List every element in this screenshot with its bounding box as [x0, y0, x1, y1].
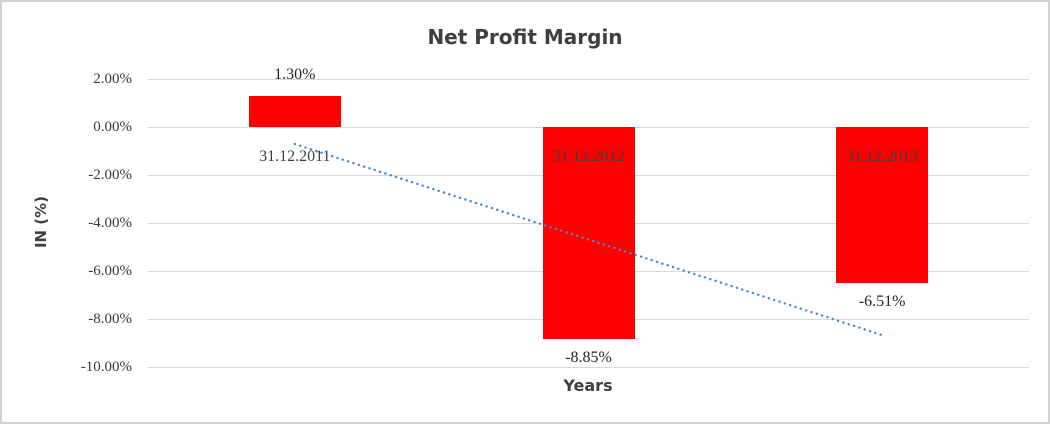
gridline: [148, 367, 1029, 368]
gridline: [148, 79, 1029, 80]
y-tick-label: -8.00%: [88, 311, 132, 327]
y-tick-label: -2.00%: [88, 167, 132, 183]
x-axis-title: Years: [563, 376, 613, 395]
y-tick-label: -6.00%: [88, 263, 132, 279]
data-label: 1.30%: [274, 65, 316, 83]
bar: [248, 95, 341, 127]
category-label: 31.12.2013: [846, 148, 919, 165]
category-label: 31.12.2011: [259, 148, 331, 165]
data-label: -6.51%: [858, 293, 906, 311]
chart-title: Net Profit Margin: [427, 25, 623, 49]
y-tick-label: -4.00%: [88, 215, 132, 231]
y-tick-label: 2.00%: [93, 71, 132, 87]
y-tick-label: 0.00%: [93, 119, 132, 135]
category-label: 31.12.2012: [552, 148, 625, 165]
y-tick-label: -10.00%: [80, 359, 132, 375]
data-label: -8.85%: [565, 349, 612, 367]
